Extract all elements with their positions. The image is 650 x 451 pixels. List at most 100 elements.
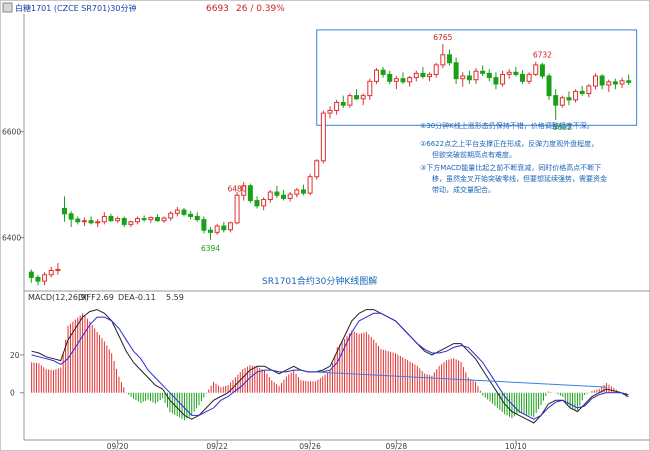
- header-symbol: 白糖1701 (CZCE SR701)30分钟: [15, 3, 136, 13]
- candle-body: [35, 276, 41, 282]
- candle-body: [473, 70, 479, 81]
- candle-body: [559, 97, 565, 106]
- x-tick-label: 10/10: [505, 442, 527, 451]
- candle-body: [566, 97, 572, 101]
- candle-body: [506, 71, 512, 75]
- candle-body: [619, 80, 625, 85]
- candle-body: [168, 212, 174, 219]
- candle-body: [101, 215, 107, 223]
- candle-body: [267, 191, 273, 200]
- candle-body: [281, 194, 287, 199]
- candle-body: [55, 268, 61, 272]
- chart-caption: SR1701合约30分钟K线图解: [262, 275, 377, 287]
- macd-lines: [31, 309, 629, 424]
- macd-tick-label: 0: [10, 389, 15, 398]
- x-tick-label: 09/28: [386, 442, 408, 451]
- candle-body: [241, 185, 247, 196]
- candle-body: [208, 229, 214, 233]
- x-tick-label: 09/26: [299, 442, 321, 451]
- candle-body: [188, 213, 194, 217]
- price-labels: 6480 6394 6765 6732 6622: [201, 33, 572, 253]
- candle-body: [174, 209, 180, 214]
- macd-legend: MACD(12,26,9) DIFF 2.69 DEA -0.11 5.59: [28, 293, 184, 302]
- candle-body: [367, 80, 373, 97]
- candle-body: [108, 215, 114, 222]
- highlight-box: [316, 29, 638, 126]
- price-extreme-label: 6622: [553, 123, 572, 132]
- candle-body: [88, 220, 94, 224]
- candle-body: [221, 225, 227, 231]
- x-tick-label: 09/22: [206, 442, 228, 451]
- candle-body: [387, 73, 393, 82]
- candle-body: [327, 109, 333, 114]
- price-extreme-label: 6480: [228, 184, 247, 193]
- candle-body: [121, 218, 127, 225]
- macd-dea-value: -0.11: [135, 293, 156, 302]
- candle-body: [294, 189, 300, 195]
- candle-body: [380, 69, 386, 75]
- header-icon: [2, 2, 13, 13]
- candle-body: [154, 217, 160, 222]
- macd-diff-line: [31, 309, 629, 424]
- candle-body: [453, 62, 459, 80]
- header-change: 26 / 0.39%: [236, 4, 285, 14]
- macd-value: 5.59: [166, 293, 184, 302]
- candle-body: [95, 221, 101, 224]
- candle-body: [75, 218, 81, 223]
- price-extreme-label: 6732: [533, 51, 552, 60]
- candle-body: [586, 85, 592, 94]
- candle-body: [593, 75, 598, 87]
- candle-body: [300, 189, 306, 194]
- candle-body: [519, 73, 525, 82]
- candle-body: [373, 69, 379, 82]
- consolidation-box: [316, 29, 638, 126]
- candle-body: [227, 222, 233, 231]
- candle-body: [460, 75, 466, 80]
- candle-body: [68, 213, 74, 220]
- candle-body: [354, 95, 360, 100]
- candle-body: [413, 72, 419, 79]
- x-axis: 09/20 09/22 09/26 09/28 10/10: [107, 440, 527, 451]
- macd-dea-line: [31, 312, 629, 420]
- candle-body: [320, 112, 326, 162]
- candle-body: [247, 185, 253, 202]
- candle-body: [48, 270, 54, 276]
- candle-body: [135, 218, 141, 223]
- macd-diff-label: DIFF: [78, 293, 96, 302]
- candle-body: [115, 218, 121, 222]
- annotation-note-line: ①30分钟K线上涨形态仍保持不错，价格调整幅度不深。: [420, 121, 594, 130]
- price-tick-label: 6600: [2, 128, 21, 137]
- candle-body: [42, 274, 48, 282]
- candle-body: [500, 73, 506, 85]
- macd-label: MACD(12,26,9): [28, 293, 89, 302]
- macd-tick-label: 20: [10, 351, 20, 360]
- header-last-price: 6693: [206, 4, 229, 14]
- candle-body: [539, 64, 545, 77]
- candle-body: [234, 194, 240, 224]
- candle-body: [579, 90, 585, 94]
- candle-body: [612, 81, 618, 85]
- candle-body: [81, 220, 87, 223]
- macd-histogram: [31, 313, 627, 421]
- candle-body: [393, 78, 399, 82]
- candle-body: [407, 77, 413, 83]
- candle-body: [427, 73, 433, 78]
- price-extreme-label: 6765: [433, 33, 452, 42]
- candle-body: [261, 198, 267, 207]
- x-tick-label: 09/20: [107, 442, 129, 451]
- candle-body: [526, 73, 532, 82]
- candle-body: [347, 95, 353, 106]
- macd-trend-line: [315, 371, 607, 388]
- price-tick-label: 6400: [2, 234, 21, 243]
- annotation-note-line: ②6622点之上平台支撑正在形成，反弹力度观外盘程度，: [420, 139, 598, 148]
- annotation-notes: ①30分钟K线上涨形态仍保持不错，价格调整幅度不深。 ②6622点之上平台支撑正在…: [420, 121, 607, 194]
- candle-body: [307, 176, 313, 194]
- candle-body: [181, 209, 187, 215]
- candle-body: [599, 75, 605, 86]
- candle-body: [274, 191, 280, 196]
- macd-axis: 0 20: [10, 351, 24, 398]
- candle-body: [493, 77, 499, 85]
- annotation-note-line: 移，虽然金叉开始突破零线，但要想延续强势，需要资金: [432, 174, 607, 183]
- candle-body: [334, 102, 340, 111]
